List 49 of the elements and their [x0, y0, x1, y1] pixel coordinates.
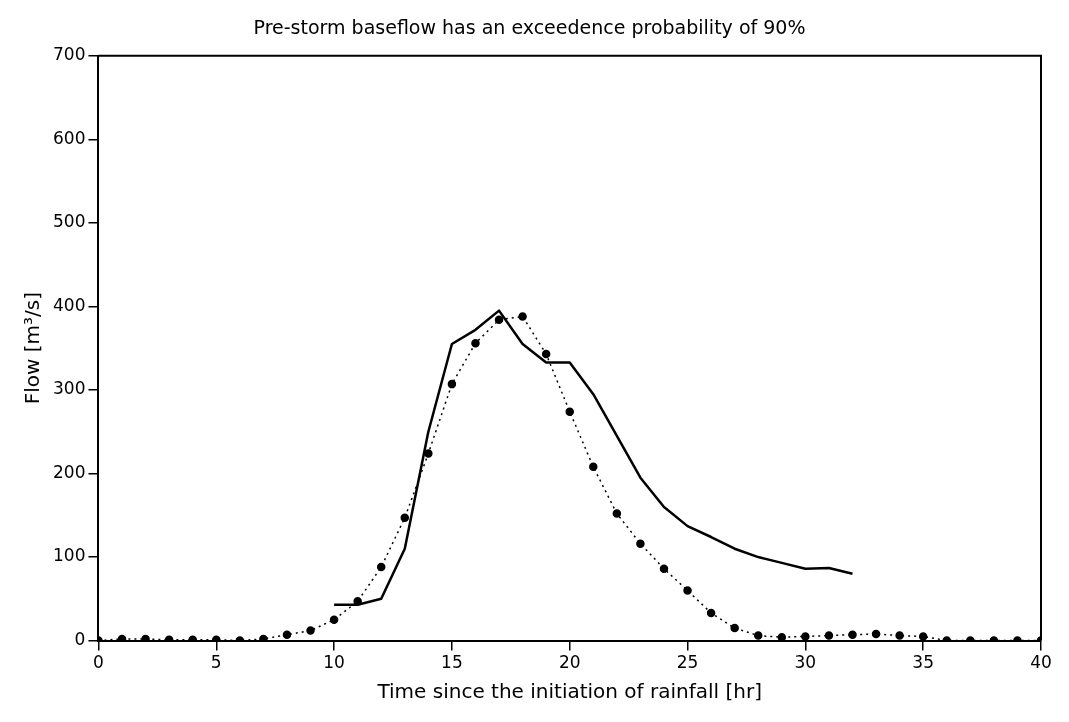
point — [565, 407, 574, 416]
point — [541, 349, 551, 359]
y-tick-label: 300 — [52, 378, 86, 399]
point — [376, 562, 386, 572]
x-tick-label: 15 — [441, 652, 463, 673]
point — [683, 586, 692, 595]
point — [659, 564, 669, 573]
point — [494, 315, 504, 325]
point — [447, 379, 457, 389]
x-tick-label: 25 — [676, 652, 699, 673]
point — [612, 509, 622, 518]
point — [636, 539, 645, 548]
point — [282, 630, 292, 639]
x-tick-label: 40 — [1030, 652, 1052, 673]
y-tick-label: 0 — [74, 629, 86, 650]
point — [424, 449, 433, 458]
y-tick-label: 400 — [52, 294, 86, 315]
point — [824, 631, 834, 640]
point — [706, 608, 716, 618]
point — [801, 632, 810, 641]
y-axis-title: Flow [m³/s] — [20, 292, 45, 405]
y-tick-label: 600 — [52, 127, 86, 148]
point — [141, 634, 150, 641]
y-tick-label: 100 — [52, 545, 86, 566]
point — [471, 338, 480, 348]
point — [589, 462, 598, 472]
point — [329, 615, 339, 624]
x-tick-label: 30 — [794, 652, 817, 673]
point — [518, 312, 527, 321]
x-axis-title: Time since the initiation of rainfall [hr] — [376, 679, 762, 704]
point — [777, 633, 787, 641]
point — [918, 632, 928, 641]
y-tick-label: 200 — [52, 461, 86, 482]
x-tick-label: 20 — [558, 652, 581, 673]
point — [730, 623, 739, 633]
x-tick-label: 10 — [323, 652, 345, 673]
point — [848, 630, 857, 639]
point — [259, 634, 268, 641]
y-tick-label: 700 — [52, 44, 86, 65]
point — [306, 626, 315, 635]
point — [895, 631, 904, 640]
chart-title: Pre-storm baseflow has an exceedence probability of 90% — [253, 16, 806, 39]
point — [871, 629, 881, 639]
y-tick-label: 500 — [52, 211, 86, 232]
x-tick-label: 35 — [912, 652, 934, 673]
point — [753, 631, 763, 640]
x-tick-label: 5 — [210, 652, 222, 673]
point — [400, 513, 410, 523]
x-tick-label: 0 — [93, 652, 104, 673]
